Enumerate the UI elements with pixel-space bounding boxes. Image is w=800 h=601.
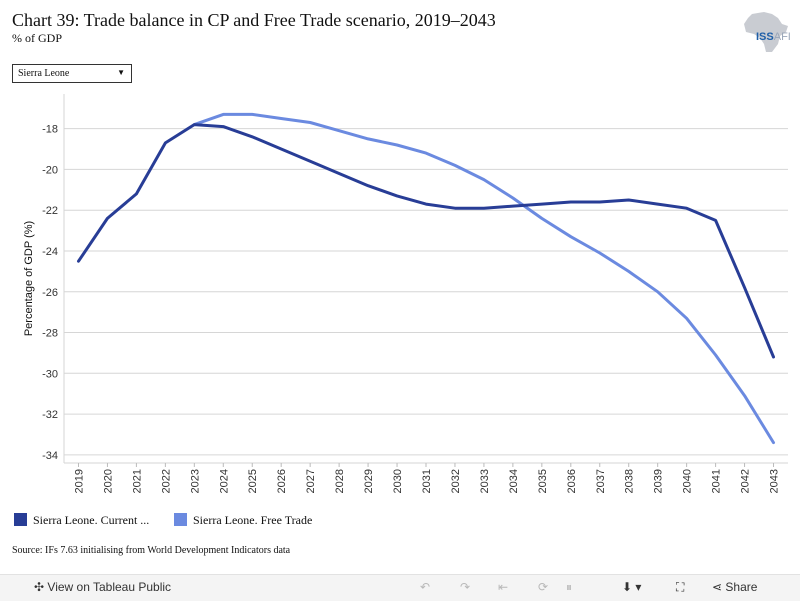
x-tick-label: 2036	[566, 469, 578, 493]
x-tick-label: 2033	[479, 469, 491, 493]
x-tick-label: 2024	[218, 469, 230, 493]
source-note: Source: IFs 7.63 initialising from World…	[12, 545, 291, 556]
x-tick-label: 2020	[102, 469, 114, 493]
y-tick-label: -22	[42, 205, 58, 217]
x-tick-label: 2029	[363, 469, 375, 493]
y-tick-label: -30	[42, 368, 58, 380]
pause-icon[interactable]: ⏸	[566, 580, 573, 594]
chart-subtitle: % of GDP	[12, 31, 62, 45]
legend-label-free-trade: Sierra Leone. Free Trade	[193, 513, 313, 527]
x-tick-label: 2031	[421, 469, 433, 493]
refresh-icon[interactable]: ⟳	[538, 580, 549, 594]
y-tick-label: -34	[42, 450, 58, 462]
series-line-current-path	[77, 123, 775, 359]
y-tick-label: -28	[42, 328, 58, 340]
y-tick-label: -20	[42, 164, 58, 176]
download-icon[interactable]: ⬇ ▾	[622, 580, 642, 594]
x-tick-label: 2030	[392, 469, 404, 493]
country-select-value: Sierra Leone	[18, 68, 70, 79]
x-tick-label: 2035	[537, 469, 549, 493]
x-tick-label: 2041	[711, 469, 723, 493]
x-tick-label: 2021	[131, 469, 143, 493]
series-line-free-trade	[192, 112, 775, 445]
tableau-toolbar: ✣ View on Tableau Public ↶ ↷ ⇤ ⟳ ⏸ ⬇ ▾ ⛶…	[0, 574, 800, 601]
legend-label-current-path: Sierra Leone. Current ...	[33, 513, 150, 527]
line-chart: -18 -20 -22 -24 -26 -28 -30 -32 -34 2019 2020 2021 2…	[23, 94, 788, 493]
view-on-tableau-button[interactable]: ✣ View on Tableau Public	[34, 580, 171, 594]
logo-text: ISSAFI	[756, 31, 791, 43]
revert-icon[interactable]: ⇤	[498, 580, 509, 594]
undo-icon[interactable]: ↶	[420, 580, 431, 594]
y-tick-label: -24	[42, 246, 58, 258]
x-tick-label: 2043	[769, 469, 781, 493]
africa-map-icon	[744, 12, 788, 52]
tableau-logo-icon: ✣	[34, 580, 45, 594]
share-label: Share	[725, 580, 758, 594]
x-tick-label: 2038	[624, 469, 636, 493]
x-tick-label: 2027	[305, 469, 317, 493]
chart-title: Chart 39: Trade balance in CP and Free T…	[12, 10, 496, 30]
x-tick-label: 2039	[653, 469, 665, 493]
y-axis-title: Percentage of GDP (%)	[23, 221, 35, 336]
x-tick-label: 2042	[740, 469, 752, 493]
chevron-down-icon: ▼	[117, 68, 125, 77]
x-tick-label: 2034	[508, 469, 520, 493]
x-tick-label: 2032	[450, 469, 462, 493]
y-tick-label: -18	[42, 124, 58, 136]
x-tick-label: 2026	[276, 469, 288, 493]
x-tick-label: 2040	[682, 469, 694, 493]
x-tick-label: 2023	[189, 469, 201, 493]
y-tick-label: -26	[42, 287, 58, 299]
legend-item-current-path[interactable]: Sierra Leone. Current ...	[14, 513, 149, 528]
x-tick-label: 2025	[247, 469, 259, 493]
x-tick-label: 2028	[334, 469, 346, 493]
country-select[interactable]: Sierra Leone ▼	[12, 64, 132, 83]
x-tick-label: 2037	[595, 469, 607, 493]
fullscreen-icon[interactable]: ⛶	[676, 580, 685, 594]
view-on-tableau-label: View on Tableau Public	[47, 580, 172, 594]
legend-swatch-current-path	[14, 513, 27, 526]
y-tick-label: -32	[42, 409, 58, 421]
x-tick-label: 2022	[160, 469, 172, 493]
legend-swatch-free-trade	[174, 513, 187, 526]
legend-item-free-trade[interactable]: Sierra Leone. Free Trade	[174, 513, 312, 528]
iss-africa-logo	[738, 10, 794, 54]
share-icon: ⋖	[712, 580, 723, 594]
redo-icon[interactable]: ↷	[460, 580, 471, 594]
x-tick-label: 2019	[73, 469, 85, 493]
share-button[interactable]: ⋖ Share	[712, 580, 757, 594]
